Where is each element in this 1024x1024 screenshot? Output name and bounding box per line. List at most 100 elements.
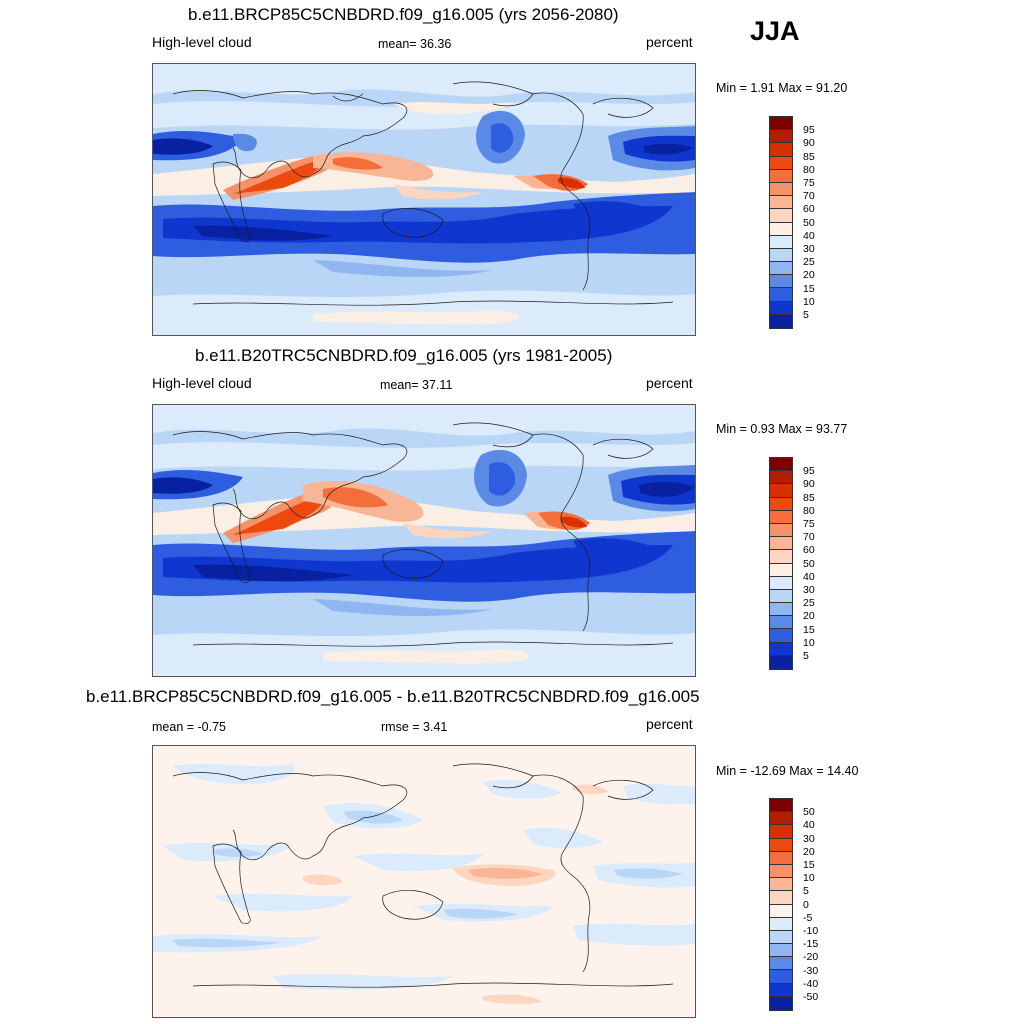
colorbar-swatch: [770, 825, 792, 839]
colorbar-swatch: [770, 576, 792, 590]
panel-1-map: [152, 63, 696, 336]
panel-2-mean: mean= 37.11: [380, 378, 453, 392]
panel-1-variable-label: High-level cloud: [152, 34, 252, 50]
colorbar-tick-label: 75: [803, 177, 815, 189]
colorbar-tick-label: 85: [803, 150, 815, 163]
panel-2-variable-label: High-level cloud: [152, 375, 252, 391]
colorbar-tick-label: 40: [803, 819, 815, 832]
panel-1-minmax: Min = 1.91 Max = 91.20: [716, 81, 848, 95]
colorbar-tick-label: 0: [803, 898, 809, 911]
colorbar-swatch: [770, 944, 792, 958]
panel-1-colorbar: [769, 116, 793, 329]
colorbar-tick-label: 75: [803, 518, 815, 530]
colorbar-tick-label: 60: [803, 203, 815, 216]
colorbar-tick-label: 20: [803, 610, 815, 623]
season-label: JJA: [750, 16, 800, 46]
panel-1-units: percent: [646, 34, 693, 50]
panel-3-units: percent: [646, 716, 693, 732]
colorbar-swatch: [770, 603, 792, 617]
panel-2-minmax: Min = 0.93 Max = 93.77: [716, 422, 848, 436]
colorbar-swatch: [770, 301, 792, 315]
colorbar-swatch: [770, 117, 792, 131]
colorbar-tick-label: 85: [803, 491, 815, 504]
panel-3-contour-field: [153, 746, 695, 1017]
colorbar-swatch: [770, 523, 792, 538]
colorbar-tick-label: 25: [803, 597, 815, 610]
colorbar-tick-label: 15: [803, 859, 815, 871]
colorbar-swatch: [770, 864, 792, 879]
colorbar-swatch: [770, 471, 792, 485]
colorbar-tick-label: -5: [803, 911, 813, 924]
colorbar-tick-label: -50: [803, 991, 819, 1003]
colorbar-swatch: [770, 851, 792, 865]
colorbar-swatch: [770, 314, 792, 328]
colorbar-swatch: [770, 616, 792, 630]
colorbar-tick-label: 50: [803, 216, 815, 229]
panel-1-title: b.e11.BRCP85C5CNBDRD.f09_g16.005 (yrs 20…: [188, 5, 619, 24]
panel-1-contour-field: [153, 64, 695, 335]
colorbar-swatch: [770, 629, 792, 643]
colorbar-tick-label: 70: [803, 190, 815, 203]
colorbar-swatch: [770, 904, 792, 918]
colorbar-tick-label: 15: [803, 282, 815, 295]
colorbar-tick-label: 40: [803, 570, 815, 583]
colorbar-swatch: [770, 838, 792, 852]
colorbar-swatch: [770, 878, 792, 892]
colorbar-tick-label: 10: [803, 636, 815, 649]
panel-2-title: b.e11.B20TRC5CNBDRD.f09_g16.005 (yrs 198…: [195, 346, 613, 365]
colorbar-tick-label: 25: [803, 256, 815, 269]
colorbar-swatch: [770, 563, 792, 577]
colorbar-swatch: [770, 642, 792, 656]
colorbar-tick-label: 90: [803, 137, 815, 150]
panel-2-units: percent: [646, 375, 693, 391]
colorbar-swatch: [770, 655, 792, 669]
colorbar-tick-label: 80: [803, 504, 815, 517]
colorbar-tick-label: 80: [803, 163, 815, 176]
colorbar-swatch: [770, 196, 792, 210]
colorbar-tick-label: 90: [803, 478, 815, 491]
colorbar-tick-label: 5: [803, 650, 809, 662]
panel-1-mean: mean= 36.36: [378, 37, 452, 51]
panel-2-map: [152, 404, 696, 677]
colorbar-swatch: [770, 917, 792, 931]
colorbar-tick-label: 20: [803, 269, 815, 282]
colorbar-swatch: [770, 983, 792, 997]
panel-3-minmax: Min = -12.69 Max = 14.40: [716, 764, 859, 778]
colorbar-swatch: [770, 799, 792, 813]
colorbar-tick-label: 30: [803, 243, 815, 255]
colorbar-tick-label: -15: [803, 938, 819, 951]
colorbar-tick-label: 20: [803, 845, 815, 858]
colorbar-tick-label: 30: [803, 832, 815, 845]
colorbar-swatch: [770, 288, 792, 302]
colorbar-tick-label: -40: [803, 977, 819, 990]
colorbar-tick-label: -30: [803, 964, 819, 977]
colorbar-tick-label: 5: [803, 309, 809, 321]
colorbar-swatch: [770, 812, 792, 826]
colorbar-swatch: [770, 497, 792, 511]
colorbar-tick-label: -10: [803, 925, 819, 937]
colorbar-swatch: [770, 550, 792, 564]
colorbar-tick-label: 60: [803, 544, 815, 557]
colorbar-swatch: [770, 209, 792, 223]
colorbar-swatch: [770, 275, 792, 289]
colorbar-tick-label: 95: [803, 465, 815, 478]
colorbar-tick-label: 70: [803, 531, 815, 544]
colorbar-swatch: [770, 996, 792, 1010]
colorbar-tick-label: 95: [803, 124, 815, 137]
panel-3-colorbar: [769, 798, 793, 1011]
panel-3-rmse: rmse = 3.41: [381, 720, 448, 734]
panel-2-contour-field: [153, 405, 695, 676]
colorbar-swatch: [770, 589, 792, 604]
colorbar-swatch: [770, 156, 792, 170]
colorbar-tick-label: 30: [803, 584, 815, 596]
panel-2-colorbar: [769, 457, 793, 670]
panel-3-title: b.e11.BRCP85C5CNBDRD.f09_g16.005 - b.e11…: [86, 687, 700, 706]
colorbar-swatch: [770, 182, 792, 197]
colorbar-tick-label: 5: [803, 885, 809, 898]
colorbar-swatch: [770, 169, 792, 183]
colorbar-swatch: [770, 484, 792, 498]
colorbar-tick-label: 15: [803, 623, 815, 636]
colorbar-tick-label: 40: [803, 229, 815, 242]
colorbar-swatch: [770, 970, 792, 984]
colorbar-tick-label: 50: [803, 557, 815, 570]
